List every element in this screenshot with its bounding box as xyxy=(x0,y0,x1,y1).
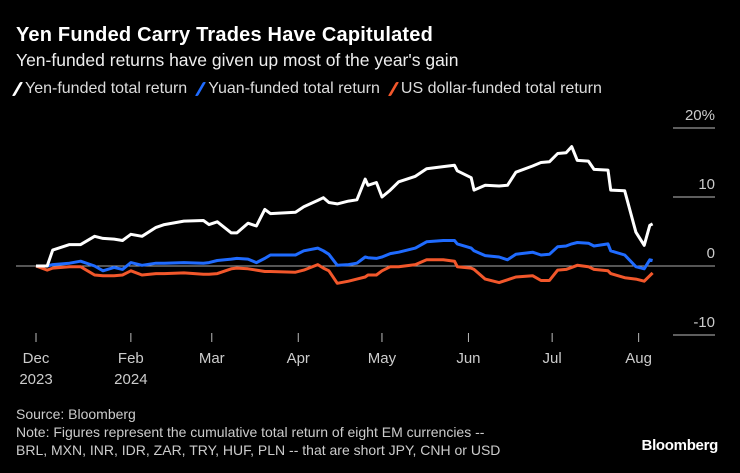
y-tick-label: 20% xyxy=(685,107,715,124)
y-tick-label: 0 xyxy=(707,245,715,262)
legend-label-usd: US dollar-funded total return xyxy=(400,80,602,97)
legend: Yen-funded total return Yuan-funded tota… xyxy=(11,80,602,98)
source-text: Source: Bloomberg xyxy=(16,406,136,422)
x-tick-label: Aug xyxy=(625,350,652,367)
bloomberg-logo: Bloomberg xyxy=(641,437,719,454)
note-line-2: BRL, MXN, INR, IDR, ZAR, TRY, HUF, PLN -… xyxy=(16,442,501,458)
series-line-yuan xyxy=(36,239,653,273)
x-tick-label: Dec xyxy=(23,350,50,367)
series-line-yen xyxy=(36,145,654,268)
chart-subtitle: Yen-funded returns have given up most of… xyxy=(16,50,459,70)
legend-item-yuan: Yuan-funded total return xyxy=(195,80,380,98)
y-tick-label: 10 xyxy=(698,176,715,193)
legend-label-yuan: Yuan-funded total return xyxy=(208,80,380,97)
chart-title: Yen Funded Carry Trades Have Capitulated xyxy=(16,24,434,46)
footer: Source: Bloomberg Note: Figures represen… xyxy=(16,405,500,459)
x-tick-label: Feb xyxy=(118,350,144,367)
note-line-1: Note: Figures represent the cumulative t… xyxy=(16,424,485,440)
series-line-usd xyxy=(35,258,654,285)
legend-label-yen: Yen-funded total return xyxy=(25,80,188,97)
line-chart: 20% 10 0 -10 Dec 2023 Feb 2024 Mar Apr May Jun Jul Au… xyxy=(16,107,715,388)
legend-item-yen: Yen-funded total return xyxy=(11,80,188,98)
x-tick-label: Jun xyxy=(456,350,480,367)
x-tick-label: Mar xyxy=(199,350,225,367)
y-tick-label: -10 xyxy=(693,314,715,331)
x-tick-label: May xyxy=(368,350,397,367)
x-tick-label: Apr xyxy=(287,350,310,367)
x-tick-sublabel: 2023 xyxy=(19,371,52,388)
legend-item-usd: US dollar-funded total return xyxy=(387,80,602,98)
x-tick-sublabel: 2024 xyxy=(114,371,147,388)
x-tick-label: Jul xyxy=(543,350,562,367)
